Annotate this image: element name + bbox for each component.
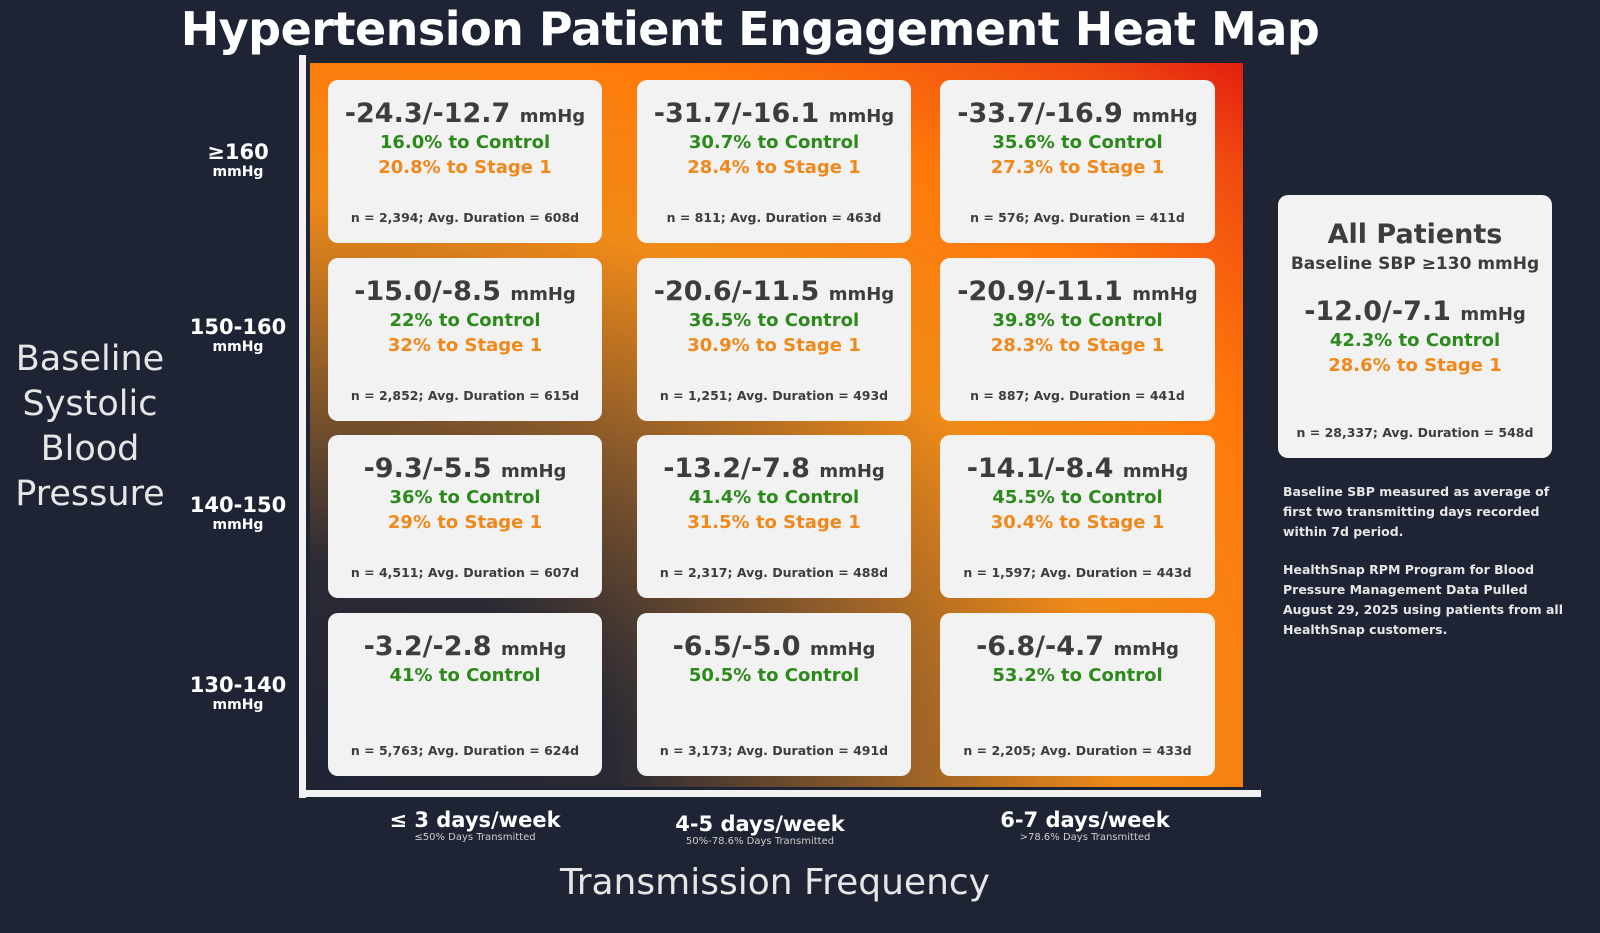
cell-bp-change: -6.8/-4.7 mmHg <box>976 631 1179 662</box>
x-axis-line <box>299 790 1261 797</box>
cell-bp-change: -13.2/-7.8 mmHg <box>663 453 885 484</box>
x-tick-subtitle: >78.6% Days Transmitted <box>1019 832 1151 843</box>
x-tick-subtitle: 50%-78.6% Days Transmitted <box>685 836 835 847</box>
cell-meta: n = 576; Avg. Duration = 411d <box>970 210 1185 225</box>
y-tick-unit: mmHg <box>212 517 264 533</box>
heatmap-cell: -13.2/-7.8 mmHg 41.4% to Control 31.5% t… <box>637 435 911 598</box>
cell-bp-change: -9.3/-5.5 mmHg <box>363 453 567 484</box>
heatmap-cell: -14.1/-8.4 mmHg 45.5% to Control 30.4% t… <box>940 435 1215 598</box>
cell-control: 45.5% to Control <box>992 487 1163 508</box>
y-tick-value: 140-150 <box>189 493 287 517</box>
cell-stage1: 30.9% to Stage 1 <box>687 335 861 356</box>
heatmap-cell: -15.0/-8.5 mmHg 22% to Control 32% to St… <box>328 258 602 421</box>
cell-control: 22% to Control <box>389 310 541 331</box>
cell-control: 36% to Control <box>389 487 541 508</box>
cell-meta: n = 1,251; Avg. Duration = 493d <box>659 388 889 403</box>
cell-bp-change: -20.9/-11.1 mmHg <box>957 276 1198 307</box>
cell-bp-change: -33.7/-16.9 mmHg <box>957 98 1198 129</box>
heatmap-cell: -6.8/-4.7 mmHg 53.2% to Control n = 2,20… <box>940 613 1215 776</box>
cell-meta: n = 2,394; Avg. Duration = 608d <box>350 210 580 225</box>
all-patients-bp: -12.0/-7.1 mmHg <box>1304 296 1526 327</box>
x-tick-label: 4-5 days/week 50%-78.6% Days Transmitted <box>610 812 910 847</box>
all-patients-card: All Patients Baseline SBP ≥130 mmHg -12.… <box>1278 195 1552 458</box>
y-tick-value: 130-140 <box>189 673 287 697</box>
x-tick-label: 6-7 days/week >78.6% Days Transmitted <box>935 808 1235 843</box>
y-axis-line <box>299 55 306 798</box>
heatmap-cell: -9.3/-5.5 mmHg 36% to Control 29% to Sta… <box>328 435 602 598</box>
all-patients-title: All Patients <box>1327 219 1503 250</box>
y-tick-unit: mmHg <box>212 697 264 713</box>
cell-stage1: 28.3% to Stage 1 <box>990 335 1165 356</box>
x-tick-value: ≤ 3 days/week <box>389 808 561 832</box>
cell-bp-change: -14.1/-8.4 mmHg <box>966 453 1189 484</box>
cell-meta: n = 5,763; Avg. Duration = 624d <box>350 743 580 758</box>
y-tick-unit: mmHg <box>212 339 264 355</box>
cell-control: 50.5% to Control <box>688 665 860 686</box>
heatmap-cell: -3.2/-2.8 mmHg 41% to Control n = 5,763;… <box>328 613 602 776</box>
cell-stage1: 20.8% to Stage 1 <box>378 157 552 178</box>
cell-control: 39.8% to Control <box>992 310 1163 331</box>
cell-control: 41.4% to Control <box>688 487 860 508</box>
y-tick-label: ≥160 mmHg <box>188 140 288 180</box>
cell-stage1: 31.5% to Stage 1 <box>687 512 861 533</box>
cell-bp-change: -15.0/-8.5 mmHg <box>354 276 576 307</box>
cell-bp-change: -20.6/-11.5 mmHg <box>653 276 895 307</box>
y-axis-title: Baseline Systolic Blood Pressure <box>15 339 165 514</box>
cell-stage1: 32% to Stage 1 <box>387 335 543 356</box>
cell-stage1: 29% to Stage 1 <box>387 512 543 533</box>
x-tick-label: ≤ 3 days/week ≤50% Days Transmitted <box>325 808 625 843</box>
cell-control: 30.7% to Control <box>688 132 860 153</box>
cell-stage1: 27.3% to Stage 1 <box>990 157 1165 178</box>
cell-control: 16.0% to Control <box>379 132 551 153</box>
heatmap-cell: -6.5/-5.0 mmHg 50.5% to Control n = 3,17… <box>637 613 911 776</box>
cell-meta: n = 1,597; Avg. Duration = 443d <box>963 565 1192 580</box>
cell-meta: n = 887; Avg. Duration = 441d <box>970 388 1185 403</box>
y-tick-label: 150-160 mmHg <box>188 315 288 355</box>
cell-meta: n = 2,205; Avg. Duration = 433d <box>963 743 1192 758</box>
footnote-source: HealthSnap RPM Program for Blood Pressur… <box>1283 562 1564 637</box>
footnote-baseline: Baseline SBP measured as average of firs… <box>1283 484 1550 539</box>
x-axis-title: Transmission Frequency <box>560 862 990 903</box>
cell-bp-change: -6.5/-5.0 mmHg <box>672 631 876 662</box>
y-tick-label: 130-140 mmHg <box>188 673 288 713</box>
cell-bp-change: -3.2/-2.8 mmHg <box>363 631 567 662</box>
all-patients-control: 42.3% to Control <box>1329 330 1501 351</box>
all-patients-stage1: 28.6% to Stage 1 <box>1328 355 1502 376</box>
heatmap-cell: -33.7/-16.9 mmHg 35.6% to Control 27.3% … <box>940 80 1215 243</box>
cell-bp-change: -24.3/-12.7 mmHg <box>344 98 586 129</box>
heatmap-cell: -31.7/-16.1 mmHg 30.7% to Control 28.4% … <box>637 80 911 243</box>
x-tick-value: 6-7 days/week <box>1000 808 1170 832</box>
all-patients-meta: n = 28,337; Avg. Duration = 548d <box>1296 425 1534 440</box>
chart-title: Hypertension Patient Engagement Heat Map <box>180 2 1320 56</box>
cell-meta: n = 3,173; Avg. Duration = 491d <box>659 743 889 758</box>
y-tick-label: 140-150 mmHg <box>188 493 288 533</box>
cell-meta: n = 2,852; Avg. Duration = 615d <box>350 388 580 403</box>
cell-control: 53.2% to Control <box>992 665 1163 686</box>
y-tick-unit: mmHg <box>212 164 264 180</box>
heatmap-cell: -24.3/-12.7 mmHg 16.0% to Control 20.8% … <box>328 80 602 243</box>
cell-meta: n = 4,511; Avg. Duration = 607d <box>350 565 580 580</box>
y-tick-value: ≥160 <box>207 140 269 164</box>
all-patients-subtitle: Baseline SBP ≥130 mmHg <box>1290 254 1540 274</box>
heatmap-cell: -20.9/-11.1 mmHg 39.8% to Control 28.3% … <box>940 258 1215 421</box>
x-tick-subtitle: ≤50% Days Transmitted <box>414 832 536 843</box>
y-tick-value: 150-160 <box>189 315 287 339</box>
cell-stage1: 30.4% to Stage 1 <box>990 512 1165 533</box>
heatmap-cell: -20.6/-11.5 mmHg 36.5% to Control 30.9% … <box>637 258 911 421</box>
cell-meta: n = 2,317; Avg. Duration = 488d <box>659 565 889 580</box>
x-tick-value: 4-5 days/week <box>675 812 845 836</box>
cell-bp-change: -31.7/-16.1 mmHg <box>653 98 895 129</box>
cell-stage1: 28.4% to Stage 1 <box>687 157 861 178</box>
cell-meta: n = 811; Avg. Duration = 463d <box>666 210 882 225</box>
cell-control: 41% to Control <box>389 665 541 686</box>
cell-control: 36.5% to Control <box>688 310 860 331</box>
footnotes: Baseline SBP measured as average of firs… <box>1283 482 1563 658</box>
cell-control: 35.6% to Control <box>992 132 1163 153</box>
